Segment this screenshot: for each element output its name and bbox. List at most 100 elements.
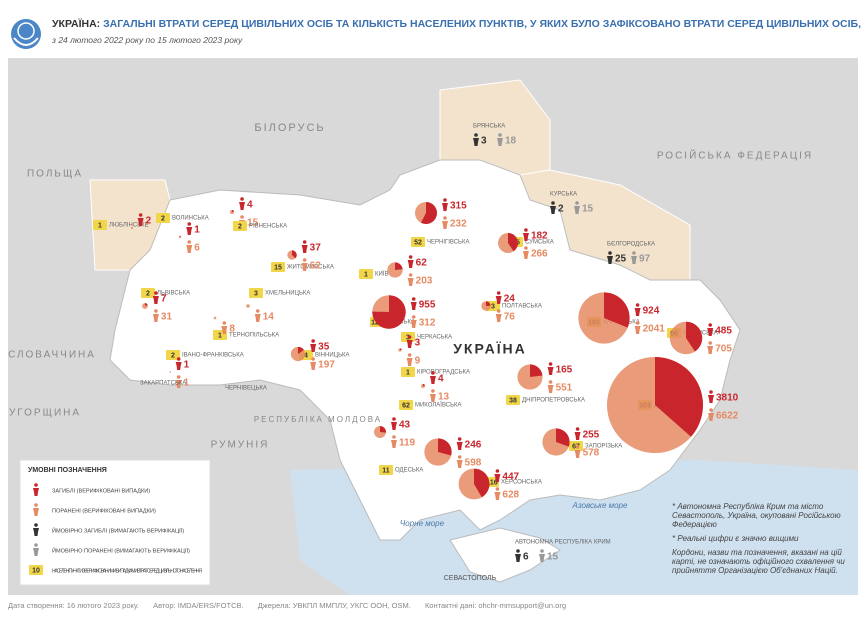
person-icon xyxy=(301,245,308,253)
killed-count: 35 xyxy=(318,342,330,353)
title: УКРАЇНА: ЗАГАЛЬНІ ВТРАТИ СЕРЕД ЦИВІЛЬНИХ… xyxy=(52,18,864,30)
probable-injured: 15 xyxy=(547,552,559,563)
pie-killed xyxy=(486,301,491,306)
casualty-pie xyxy=(606,356,704,454)
region-name: ЛЮБЛІНСЬКЕ xyxy=(109,223,149,229)
region-name: ЧЕРКАСЬКА xyxy=(417,335,452,341)
pie-killed xyxy=(292,250,297,259)
person-icon xyxy=(574,206,580,214)
region-name: СУМСЬКА xyxy=(525,240,554,246)
person-icon xyxy=(407,260,414,268)
settlement-count: 2 xyxy=(146,290,150,297)
region-name: ДНІПРОПЕТРОВСЬКА xyxy=(522,398,585,404)
person-icon xyxy=(407,278,414,286)
pie-killed xyxy=(530,364,543,377)
casualty-pie xyxy=(421,384,425,388)
person-icon xyxy=(607,256,613,264)
region-name: АВТОНОМНА РЕСПУБЛІКА КРИМ xyxy=(515,540,611,546)
killed-count: 165 xyxy=(556,365,573,376)
pie-killed xyxy=(380,426,386,433)
legend-item: НАСЕЛЕНІ ПУНКТИ З ВЕРИФІКОВАНИМИ ВИПАДКА… xyxy=(52,568,202,574)
settlement-box xyxy=(166,350,180,360)
person-icon xyxy=(457,437,462,441)
killed-count: 62 xyxy=(416,258,428,269)
settlement-box xyxy=(569,441,583,451)
person-icon xyxy=(547,385,554,393)
region-name: ХМЕЛЬНИЦЬКА xyxy=(265,291,310,297)
settlement-count: 116 xyxy=(486,479,497,486)
person-icon xyxy=(608,251,612,255)
note: Кордони, назви та позначення, вказані на… xyxy=(672,548,845,575)
person-icon xyxy=(443,216,447,220)
person-icon xyxy=(495,296,502,304)
settlement-count: 3 xyxy=(254,290,258,297)
casualty-pie xyxy=(398,348,402,352)
person-icon xyxy=(34,483,38,487)
person-icon xyxy=(441,221,448,229)
injured-count: 15 xyxy=(247,218,259,229)
killed-count: 37 xyxy=(310,243,322,254)
logo xyxy=(11,19,41,49)
person-icon xyxy=(175,362,182,370)
person-icon xyxy=(551,201,555,205)
injured-count: 312 xyxy=(419,318,436,329)
person-icon xyxy=(456,460,463,468)
killed-count: 4 xyxy=(438,374,444,385)
casualty-pie xyxy=(498,233,518,253)
person-icon xyxy=(411,315,416,319)
casualty-pie xyxy=(415,202,437,224)
person-icon xyxy=(635,303,640,307)
settlement-count: 1 xyxy=(98,222,102,229)
settlement-count: 52 xyxy=(414,239,422,246)
casualty-pie xyxy=(287,250,297,260)
crimea xyxy=(449,527,561,583)
notes: * Автономна Республіка Крим та місто Сев… xyxy=(672,502,858,580)
killed-count: 255 xyxy=(583,430,600,441)
person-icon xyxy=(634,326,641,334)
person-icon xyxy=(152,314,159,322)
person-icon xyxy=(392,417,396,421)
injured-count: 551 xyxy=(556,383,573,394)
region-name: ХЕРСОНСЬКА xyxy=(501,480,542,486)
probable-injured: 97 xyxy=(639,254,651,265)
region-name: ЧЕРНІВЕЦЬКА xyxy=(225,386,267,392)
person-icon xyxy=(429,376,436,384)
region-name: КУРСЬКА xyxy=(550,192,577,198)
casualty-pie xyxy=(290,346,306,362)
note: * Автономна Республіка Крим та місто Сев… xyxy=(672,502,841,529)
person-icon xyxy=(575,445,580,449)
region-name: ЖИТОМИРСЬКА xyxy=(287,265,334,271)
person-icon xyxy=(496,309,501,313)
person-icon xyxy=(539,554,545,562)
country-label: ПОЛЬЩА xyxy=(27,169,83,180)
person-icon xyxy=(311,339,315,343)
casualty-pie xyxy=(142,303,148,309)
pie-killed xyxy=(604,292,630,328)
person-icon xyxy=(33,528,39,536)
person-icon xyxy=(632,251,636,255)
injured-count: 6622 xyxy=(716,411,739,422)
casualty-pie xyxy=(517,364,543,390)
person-icon xyxy=(540,549,544,553)
settlement-box xyxy=(29,565,43,575)
person-icon xyxy=(496,291,501,295)
region-name: ІВАНО-ФРАНКІВСЬКА xyxy=(182,353,244,359)
legend-item: ЗАГИБЛІ (ВЕРИФІКОВАНІ ВИПАДКИ) xyxy=(52,488,150,494)
person-icon xyxy=(522,233,529,241)
settlement-box xyxy=(271,262,285,272)
person-icon xyxy=(137,218,144,226)
settlement-box xyxy=(359,269,373,279)
person-icon xyxy=(494,474,501,482)
person-icon xyxy=(457,455,462,459)
person-icon xyxy=(33,548,39,556)
note: * Реальні цифри є значно вищими xyxy=(672,534,799,543)
region-name: ЗАКАРПАТСЬКА xyxy=(140,381,186,387)
person-icon xyxy=(708,323,713,327)
killed-count: 1 xyxy=(184,360,190,371)
person-icon xyxy=(154,291,158,295)
casualty-pie xyxy=(131,227,133,229)
casualty-pie xyxy=(229,209,235,215)
person-icon xyxy=(574,450,581,458)
person-icon xyxy=(221,326,228,334)
